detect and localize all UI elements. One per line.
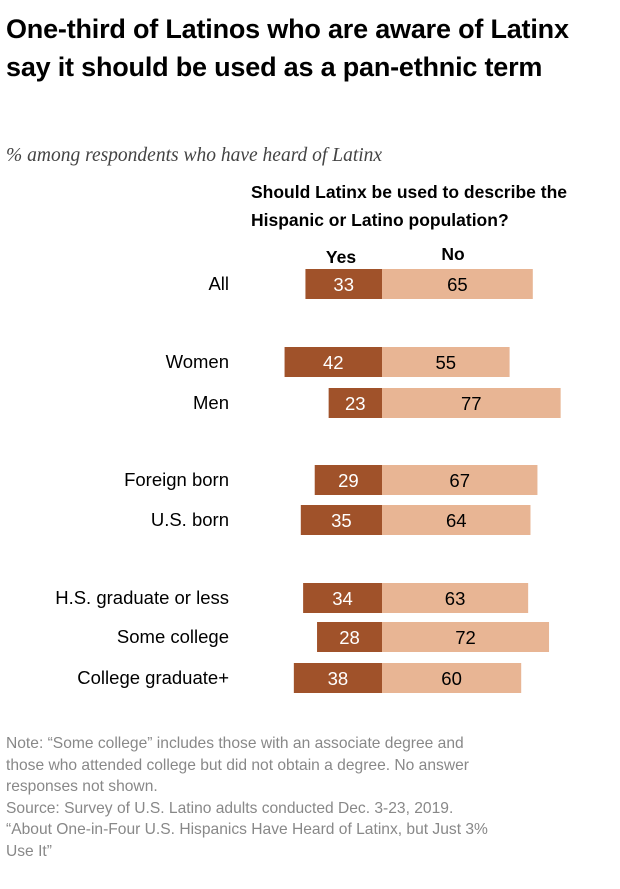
value-label-no: 67 xyxy=(449,470,470,491)
value-label-yes: 28 xyxy=(339,627,360,648)
category-label: Women xyxy=(166,351,229,372)
category-label: College graduate+ xyxy=(77,667,229,688)
bar-yes xyxy=(305,269,382,299)
value-label-yes: 23 xyxy=(345,393,366,414)
value-label-no: 77 xyxy=(461,393,482,414)
category-label: Some college xyxy=(117,626,229,647)
value-label-yes: 38 xyxy=(328,668,349,689)
value-label-no: 64 xyxy=(446,510,467,531)
diverging-bar-chart: Yes No All 33 65 Women 42 55 Men 23 77 Foreign born… xyxy=(55,244,561,693)
value-label-yes: 29 xyxy=(338,470,359,491)
bar-no xyxy=(382,622,550,652)
value-label-no: 72 xyxy=(455,627,476,648)
bar-yes xyxy=(303,583,382,613)
note-line: Source: Survey of U.S. Latino adults con… xyxy=(6,799,454,817)
category-label: All xyxy=(208,273,229,294)
bar-yes xyxy=(328,388,382,418)
bar-no xyxy=(382,388,561,418)
bar-yes xyxy=(293,663,382,693)
chart-title: One-third of Latinos who are aware of La… xyxy=(6,14,569,82)
survey-question: Should Latinx be used to describe the Hi… xyxy=(251,182,568,230)
bar-no xyxy=(382,663,522,693)
bar-no xyxy=(382,583,529,613)
category-label: Foreign born xyxy=(124,469,229,490)
bar-yes xyxy=(284,347,382,377)
bar-yes xyxy=(314,465,382,495)
chart-subtitle: % among respondents who have heard of La… xyxy=(6,145,383,166)
bar-yes xyxy=(300,505,382,535)
bar-no xyxy=(382,269,533,299)
category-label: U.S. born xyxy=(151,509,229,530)
value-label-no: 60 xyxy=(441,668,462,689)
legend-no: No xyxy=(441,244,464,264)
value-label-no: 63 xyxy=(445,588,466,609)
value-label-yes: 35 xyxy=(331,510,352,531)
note-line: responses not shown. xyxy=(6,778,158,795)
category-label: H.S. graduate or less xyxy=(55,587,229,608)
note-line: “About One-in-Four U.S. Hispanics Have H… xyxy=(6,821,488,838)
bar-no xyxy=(382,505,531,535)
bar-no xyxy=(382,465,538,495)
legend-yes: Yes xyxy=(326,247,356,267)
value-label-no: 55 xyxy=(436,352,457,373)
value-label-no: 65 xyxy=(447,274,468,295)
chart-notes: Note: “Some college” includes those with… xyxy=(6,733,616,862)
bar-yes xyxy=(317,622,382,652)
note-line: those who attended college but did not o… xyxy=(6,756,469,774)
value-label-yes: 42 xyxy=(323,352,344,373)
bar-no xyxy=(382,347,510,377)
note-line: Use It” xyxy=(6,842,52,860)
note-line: Note: “Some college” includes those with… xyxy=(6,735,464,752)
category-label: Men xyxy=(193,392,229,413)
value-label-yes: 34 xyxy=(332,588,353,609)
value-label-yes: 33 xyxy=(333,274,354,295)
